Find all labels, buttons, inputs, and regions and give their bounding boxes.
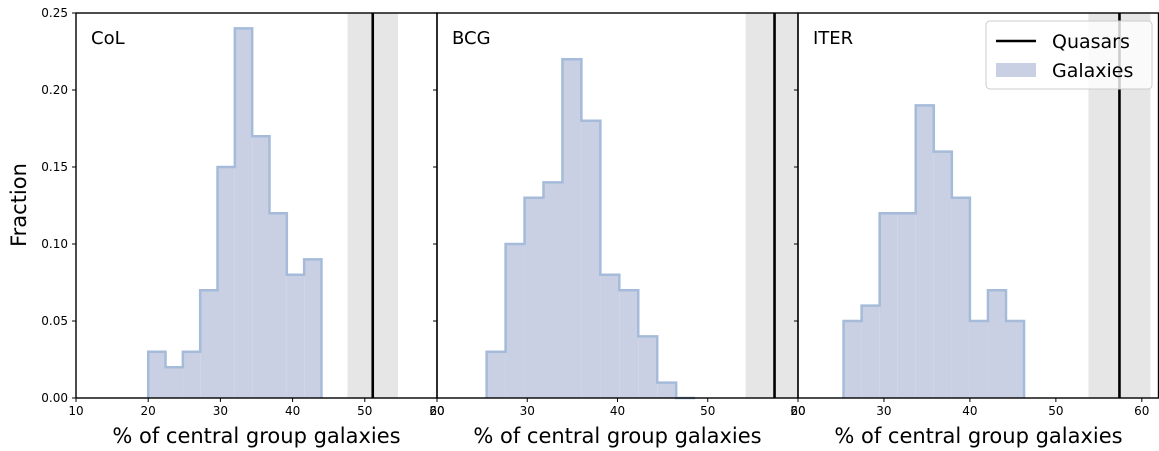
histogram-outline bbox=[842, 104, 1026, 398]
panel-col: 10 20 30 40 50 60 0.00 0.05 0.10 0.15 0.20 0.25 % of… bbox=[41, 6, 444, 448]
x-axis-label: % of central group galaxies bbox=[834, 424, 1122, 448]
legend-label: Quasars bbox=[1052, 31, 1130, 53]
histogram-bar bbox=[843, 321, 862, 398]
x-tick-label: 30 bbox=[876, 404, 891, 418]
quasar-band bbox=[745, 13, 798, 398]
histogram-bar bbox=[505, 244, 525, 398]
x-tick-label: 20 bbox=[429, 404, 444, 418]
panel-label: ITER bbox=[813, 28, 853, 49]
histogram-bar bbox=[148, 351, 166, 398]
histogram-bar bbox=[252, 136, 270, 398]
histogram-bar bbox=[562, 59, 582, 398]
histogram-bar bbox=[269, 213, 287, 398]
histogram-bar bbox=[657, 382, 677, 398]
x-tick-label: 30 bbox=[520, 404, 535, 418]
histogram-bar bbox=[600, 274, 620, 398]
histogram-outline bbox=[485, 57, 696, 400]
x-axis-label: % of central group galaxies bbox=[473, 424, 761, 448]
legend-galaxy-swatch bbox=[996, 63, 1036, 77]
x-tick-label: 30 bbox=[213, 404, 228, 418]
x-tick-label: 20 bbox=[141, 404, 156, 418]
histogram-bar bbox=[217, 167, 235, 398]
legend-label: Galaxies bbox=[1052, 60, 1133, 82]
panel-label: BCG bbox=[452, 28, 491, 49]
x-tick-label: 20 bbox=[790, 404, 805, 418]
x-tick-label: 40 bbox=[962, 404, 977, 418]
panel-iter: 20 30 40 50 60 % of central group galaxies ITE… bbox=[790, 12, 1159, 448]
histogram-bar bbox=[543, 182, 563, 398]
x-tick-label: 40 bbox=[610, 404, 625, 418]
histogram-bar bbox=[915, 105, 934, 399]
y-tick-label: 0.15 bbox=[41, 160, 68, 174]
histogram-bar bbox=[165, 367, 183, 398]
histogram-bar bbox=[897, 213, 916, 398]
histogram-bar bbox=[486, 351, 506, 398]
legend: Quasars Galaxies bbox=[985, 20, 1153, 90]
histogram-bar bbox=[933, 151, 952, 398]
histogram-bar bbox=[200, 290, 218, 398]
histogram-bar bbox=[987, 290, 1007, 398]
x-tick-label: 60 bbox=[790, 404, 805, 418]
x-tick-label: 50 bbox=[357, 404, 372, 418]
panel-label: CoL bbox=[91, 28, 125, 49]
x-tick-label: 50 bbox=[700, 404, 715, 418]
y-tick-label: 0.20 bbox=[41, 83, 68, 97]
histogram-bar bbox=[286, 274, 305, 398]
histogram-bar bbox=[1006, 321, 1025, 398]
y-axis-label: Fraction bbox=[7, 163, 31, 247]
x-tick-label: 50 bbox=[1048, 404, 1063, 418]
histogram-bar bbox=[861, 305, 880, 398]
histogram-bar bbox=[619, 290, 639, 398]
histogram-bar bbox=[304, 259, 322, 398]
x-tick-label: 10 bbox=[68, 404, 83, 418]
histogram-bar bbox=[524, 197, 544, 398]
y-tick-label: 0.05 bbox=[41, 314, 68, 328]
histogram-bar bbox=[638, 336, 658, 398]
y-tick-label: 0.00 bbox=[41, 391, 68, 405]
y-tick-label: 0.10 bbox=[41, 237, 68, 251]
histogram-bar bbox=[234, 28, 253, 399]
histogram-bar bbox=[182, 351, 201, 398]
histogram-outline bbox=[146, 27, 323, 398]
panel-bcg: 20 30 40 50 60 % of central group galaxies BCG bbox=[429, 12, 806, 448]
x-tick-label: 60 bbox=[1134, 404, 1149, 418]
x-tick-label: 60 bbox=[429, 404, 444, 418]
y-tick-label: 0.25 bbox=[41, 6, 68, 20]
histogram-bar bbox=[879, 213, 898, 398]
x-tick-label: 40 bbox=[285, 404, 300, 418]
histogram-bar bbox=[969, 321, 988, 398]
histogram-bar bbox=[581, 120, 601, 399]
histogram-bar bbox=[951, 197, 970, 398]
x-axis-label: % of central group galaxies bbox=[112, 424, 400, 448]
